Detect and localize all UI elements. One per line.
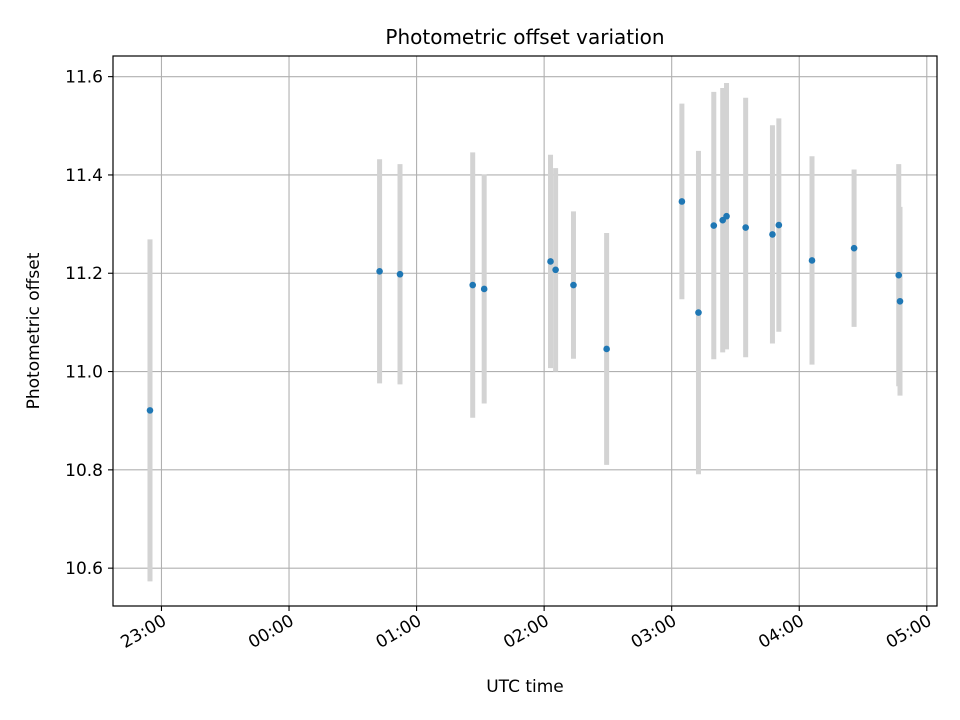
data-point <box>742 224 749 231</box>
data-point <box>469 281 477 289</box>
x-tick-label: 03:00 <box>628 611 680 653</box>
data-point <box>146 407 154 414</box>
data-point <box>896 297 904 305</box>
y-tick-label: 10.8 <box>65 461 103 481</box>
data-points <box>146 198 904 414</box>
x-tick-label: 23:00 <box>118 611 170 653</box>
x-axis-label: UTC time <box>486 677 564 697</box>
data-point <box>895 271 903 279</box>
data-point <box>570 281 577 289</box>
x-tick-label: 05:00 <box>883 611 935 653</box>
y-tick-label: 11.4 <box>65 166 103 186</box>
data-point <box>678 198 686 205</box>
y-tick-label: 10.6 <box>65 559 103 579</box>
axis-ticks: 23:00 00:00 01:00 02:00 03:00 04:00 05:00 10.6 1… <box>65 68 935 653</box>
data-point <box>603 345 610 353</box>
data-point <box>808 257 816 264</box>
data-point <box>723 212 730 220</box>
y-axis-label: Photometric offset <box>24 252 44 409</box>
data-point <box>547 258 554 265</box>
error-bars <box>147 83 903 582</box>
data-point <box>710 222 718 229</box>
y-tick-label: 11.6 <box>65 68 103 88</box>
data-point <box>769 231 776 238</box>
x-tick-label: 00:00 <box>245 611 297 653</box>
x-tick-label: 01:00 <box>373 611 425 653</box>
plot-frame <box>112 55 938 607</box>
data-point <box>775 221 783 229</box>
grid-lines <box>113 56 937 606</box>
data-point <box>396 270 404 278</box>
data-point <box>376 267 383 275</box>
y-tick-label: 11.0 <box>65 363 103 383</box>
x-tick-label: 02:00 <box>500 611 552 653</box>
data-point <box>480 285 488 293</box>
y-tick-label: 11.2 <box>65 264 103 284</box>
chart-title: Photometric offset variation <box>385 25 664 49</box>
data-point <box>695 309 702 316</box>
x-tick-label: 04:00 <box>755 611 807 653</box>
data-point <box>552 266 559 274</box>
data-point <box>850 244 858 252</box>
